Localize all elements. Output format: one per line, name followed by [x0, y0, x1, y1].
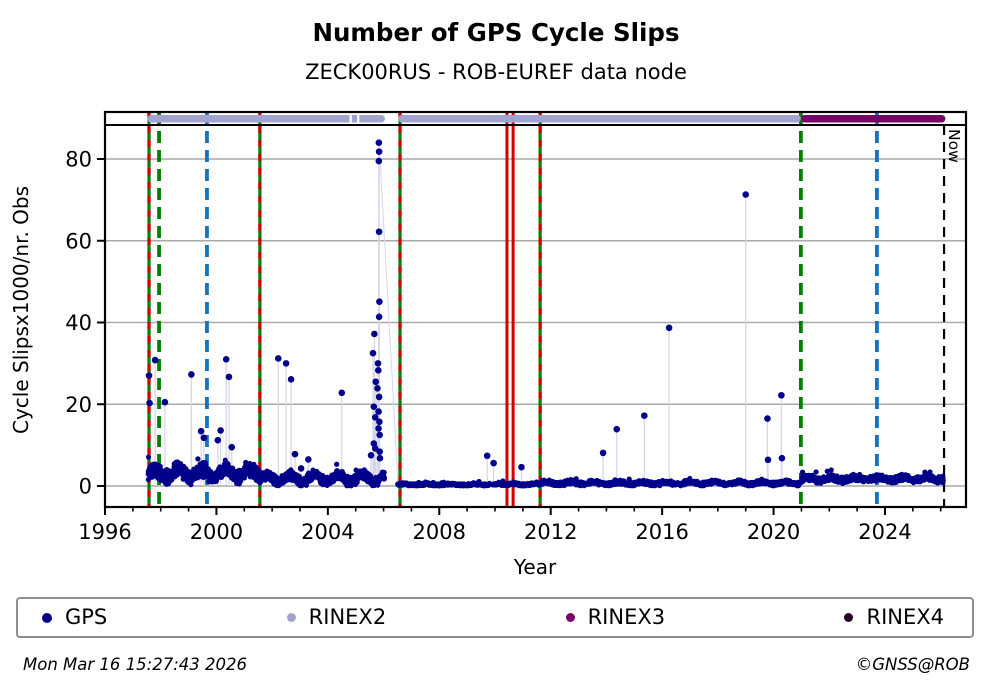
x-axis-label: Year — [513, 555, 557, 579]
svg-text:2000: 2000 — [190, 520, 243, 544]
svg-text:1996: 1996 — [78, 520, 131, 544]
svg-text:Now: Now — [945, 129, 963, 163]
legend-item-gps: GPS — [42, 607, 107, 628]
outlier-stems — [148, 142, 783, 485]
svg-text:20: 20 — [65, 393, 92, 417]
legend-item-rinex4: RINEX4 — [844, 607, 944, 628]
scatter-points — [145, 139, 946, 489]
y-axis-label: Cycle Slipsx1000/nr. Obs — [9, 186, 33, 434]
svg-text:40: 40 — [65, 311, 92, 335]
event-lines — [147, 112, 946, 507]
axis-ticks-labels: 1996 2000 2004 2008 2012 2016 2020 2024 0 20 40 60 8… — [65, 148, 942, 544]
legend-item-rinex2: RINEX2 — [286, 605, 387, 629]
svg-text:80: 80 — [65, 148, 92, 172]
svg-text:2008: 2008 — [413, 520, 466, 544]
svg-text:2004: 2004 — [301, 520, 354, 544]
gridlines — [105, 158, 966, 487]
legend-label: RINEX4 — [866, 605, 944, 629]
rinex2-dot-icon — [286, 613, 296, 622]
rinex3-dot-icon — [565, 613, 575, 622]
legend-label: RINEX2 — [308, 605, 387, 629]
chart-subtitle: ZECK00RUS - ROB-EUREF data node — [305, 60, 687, 84]
svg-text:2020: 2020 — [747, 520, 800, 544]
legend-label: RINEX3 — [587, 605, 666, 629]
now-annotation: Now — [945, 129, 963, 163]
svg-text:2016: 2016 — [635, 520, 688, 544]
legend-label: GPS — [65, 605, 108, 629]
plot-frame — [103, 110, 968, 509]
svg-text:2012: 2012 — [524, 520, 577, 544]
plot-timestamp: Mon Mar 16 15:27:43 2026 — [23, 655, 247, 674]
svg-text:60: 60 — [65, 229, 92, 253]
svg-text:0: 0 — [79, 475, 92, 499]
gps-dot-icon — [42, 612, 52, 623]
chart-title: Number of GPS Cycle Slips — [312, 18, 679, 47]
rinex4-dot-icon — [844, 613, 854, 622]
cycle-slips-chart: Number of GPS Cycle Slips ZECK00RUS - RO… — [9, 18, 968, 579]
rinex-bars-strip — [105, 114, 966, 126]
legend: GPS RINEX2 RINEX3 RINEX4 — [16, 597, 974, 638]
copyright-note: ©GNSS@ROB — [855, 655, 970, 674]
svg-text:2024: 2024 — [858, 520, 911, 544]
legend-item-rinex3: RINEX3 — [565, 605, 666, 629]
